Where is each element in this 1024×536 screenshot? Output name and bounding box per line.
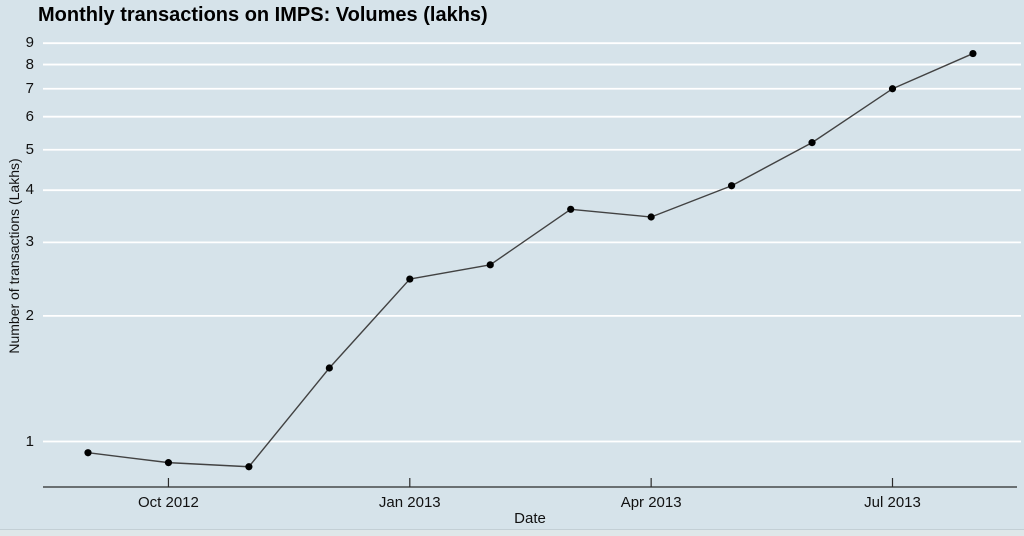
- y-tick-label: 4: [25, 181, 34, 199]
- x-tick-label: Apr 2013: [620, 494, 682, 511]
- bottom-window-edge: [0, 529, 1024, 536]
- data-point: [245, 463, 253, 471]
- y-tick-label: 3: [25, 233, 34, 251]
- data-point: [969, 49, 977, 58]
- data-point: [808, 139, 816, 147]
- data-point: [728, 182, 736, 190]
- data-point: [486, 261, 494, 269]
- x-axis-label: Date: [514, 510, 546, 527]
- y-tick-label: 6: [25, 107, 34, 125]
- data-point: [325, 364, 333, 372]
- y-tick-label: 5: [25, 140, 34, 158]
- y-tick-label: 9: [25, 34, 34, 52]
- data-line: [87, 52, 974, 468]
- x-tick-label: Oct 2012: [138, 494, 199, 511]
- y-tick-label: 1: [25, 432, 34, 450]
- data-point: [567, 205, 575, 213]
- data-point: [406, 275, 414, 283]
- x-tick-label: Jan 2013: [378, 494, 441, 511]
- y-tick-label: 7: [25, 79, 34, 97]
- y-tick-label: 2: [25, 306, 34, 324]
- chart-title: Monthly transactions on IMPS: Volumes (l…: [38, 4, 488, 26]
- data-point: [164, 459, 173, 467]
- data-point: [647, 213, 655, 221]
- data-point: [84, 449, 92, 457]
- x-tick-label: Jul 2013: [864, 494, 921, 511]
- data-point: [888, 85, 897, 93]
- y-tick-label: 8: [25, 55, 34, 73]
